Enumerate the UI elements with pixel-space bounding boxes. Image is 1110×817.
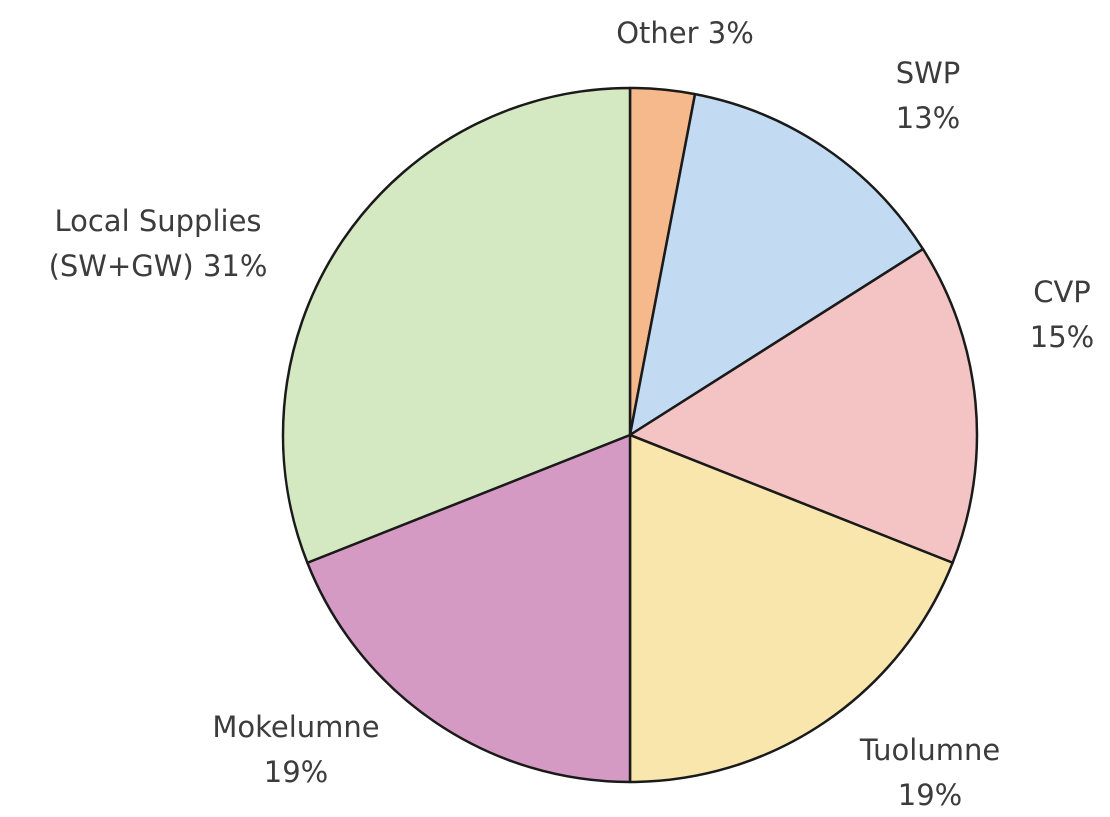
slice-label-line: 19% bbox=[898, 778, 962, 812]
slice-label-tuolumne: Tuolumne 19% bbox=[859, 733, 1000, 812]
slice-label-line: (SW+GW) 31% bbox=[49, 249, 268, 283]
pie-slice-cvp bbox=[628, 247, 979, 564]
pie-slices bbox=[281, 86, 979, 784]
slice-label-local-supplies: Local Supplies (SW+GW) 31% bbox=[49, 204, 268, 283]
slice-label-line: 19% bbox=[264, 755, 328, 789]
pie-slice-mokelumne bbox=[306, 433, 632, 784]
pie-slice-swp bbox=[628, 92, 925, 437]
slice-label-line: 15% bbox=[1030, 320, 1094, 354]
slice-label-swp: SWP 13% bbox=[896, 56, 961, 135]
slice-label-line: 13% bbox=[896, 101, 960, 135]
slice-label-other: Other 3% bbox=[616, 16, 754, 50]
pie-labels: Other 3%SWP 13%CVP 15%Tuolumne 19%Mokelumne… bbox=[49, 16, 1095, 812]
slice-label-mokelumne: Mokelumne 19% bbox=[212, 710, 379, 789]
slice-label-line: SWP bbox=[896, 56, 961, 90]
slice-label-line: Other 3% bbox=[616, 16, 754, 50]
slice-label-cvp: CVP 15% bbox=[1030, 275, 1094, 354]
pie-slice-local-supplies bbox=[281, 86, 632, 564]
pie-slice-tuolumne bbox=[628, 433, 954, 784]
slice-label-line: Local Supplies bbox=[54, 204, 261, 238]
slice-label-line: Tuolumne bbox=[859, 733, 1000, 767]
slice-label-line: CVP bbox=[1033, 275, 1091, 309]
slice-label-line: Mokelumne bbox=[212, 710, 379, 744]
